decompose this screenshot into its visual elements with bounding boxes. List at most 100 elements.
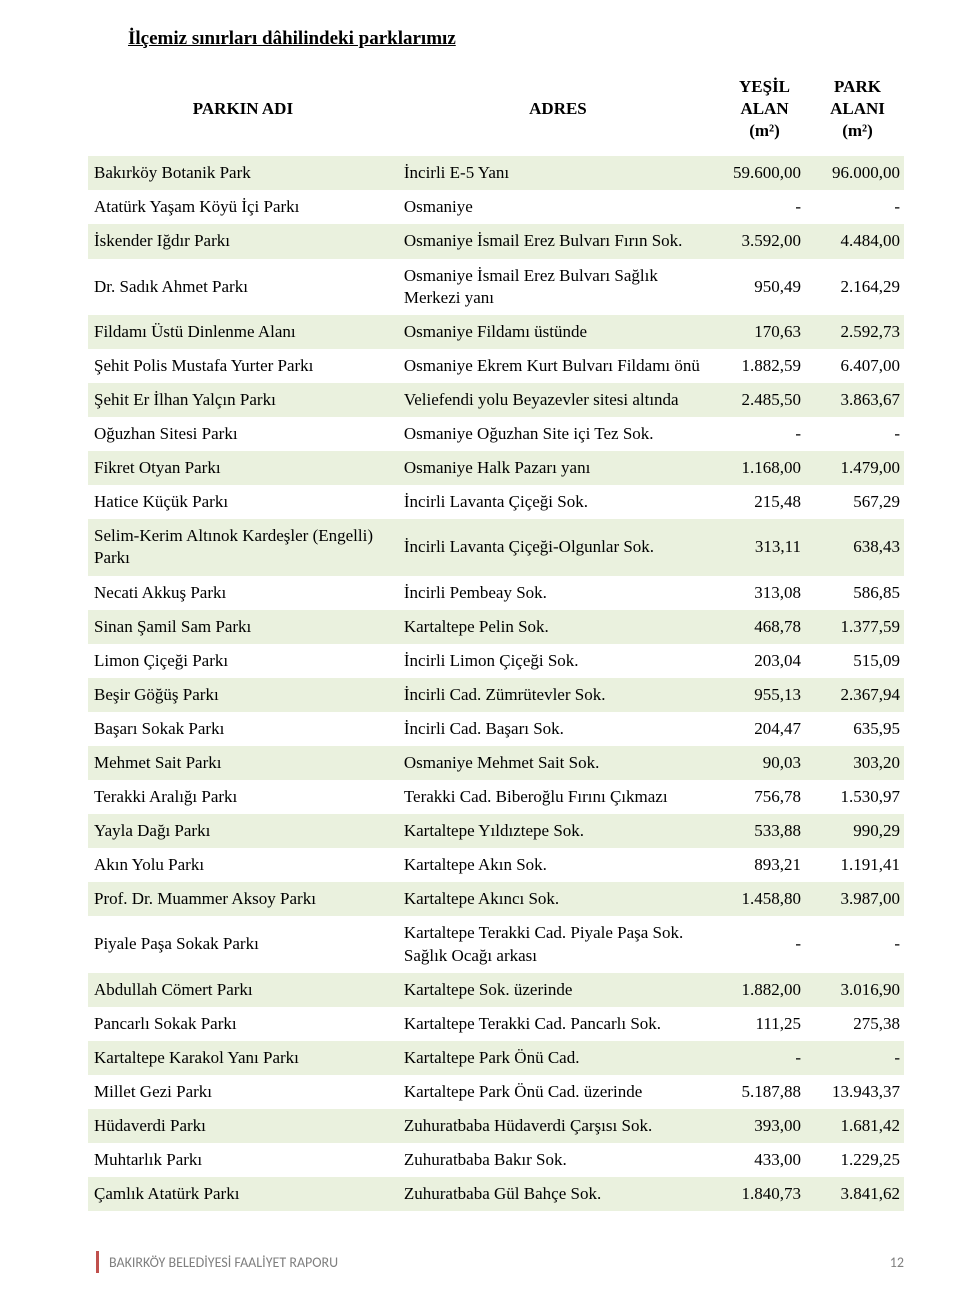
table-row: Prof. Dr. Muammer Aksoy ParkıKartaltepe …	[88, 882, 904, 916]
cell-park-name: Fildamı Üstü Dinlenme Alanı	[88, 315, 398, 349]
cell-address: Kartaltepe Terakki Cad. Piyale Paşa Sok.…	[398, 916, 718, 972]
cell-park-name: Atatürk Yaşam Köyü İçi Parkı	[88, 190, 398, 224]
cell-park-name: Pancarlı Sokak Parkı	[88, 1007, 398, 1041]
cell-green-area: 1.458,80	[718, 882, 811, 916]
cell-green-area: 59.600,00	[718, 156, 811, 190]
parks-table: PARKIN ADI ADRES YEŞİL ALAN (m²) PARK AL…	[88, 68, 904, 1211]
table-row: Pancarlı Sokak ParkıKartaltepe Terakki C…	[88, 1007, 904, 1041]
page-title: İlçemiz sınırları dâhilindeki parklarımı…	[128, 28, 904, 50]
table-row: Hatice Küçük Parkıİncirli Lavanta Çiçeği…	[88, 485, 904, 519]
cell-green-area: 533,88	[718, 814, 811, 848]
cell-park-area: 1.530,97	[811, 780, 904, 814]
cell-address: Kartaltepe Sok. üzerinde	[398, 973, 718, 1007]
cell-park-name: Akın Yolu Parkı	[88, 848, 398, 882]
table-row: Bakırköy Botanik Parkİncirli E-5 Yanı59.…	[88, 156, 904, 190]
table-row: Terakki Aralığı ParkıTerakki Cad. Bibero…	[88, 780, 904, 814]
cell-park-area: -	[811, 916, 904, 972]
cell-park-name: Sinan Şamil Sam Parkı	[88, 610, 398, 644]
cell-park-area: 1.479,00	[811, 451, 904, 485]
cell-green-area: 1.882,59	[718, 349, 811, 383]
cell-address: İncirli Cad. Zümrütevler Sok.	[398, 678, 718, 712]
table-row: Yayla Dağı ParkıKartaltepe Yıldıztepe So…	[88, 814, 904, 848]
cell-address: İncirli Cad. Başarı Sok.	[398, 712, 718, 746]
table-row: Beşir Göğüş Parkıİncirli Cad. Zümrütevle…	[88, 678, 904, 712]
table-header-row: PARKIN ADI ADRES YEŞİL ALAN (m²) PARK AL…	[88, 68, 904, 156]
table-row: Sinan Şamil Sam ParkıKartaltepe Pelin So…	[88, 610, 904, 644]
cell-park-area: 275,38	[811, 1007, 904, 1041]
cell-park-area: 3.016,90	[811, 973, 904, 1007]
col-name: PARKIN ADI	[88, 68, 398, 156]
cell-park-area: 567,29	[811, 485, 904, 519]
cell-park-area: 1.191,41	[811, 848, 904, 882]
table-row: Şehit Polis Mustafa Yurter ParkıOsmaniye…	[88, 349, 904, 383]
cell-park-area: 586,85	[811, 576, 904, 610]
cell-address: İncirli Lavanta Çiçeği-Olgunlar Sok.	[398, 519, 718, 575]
cell-green-area: 313,08	[718, 576, 811, 610]
table-row: Başarı Sokak Parkıİncirli Cad. Başarı So…	[88, 712, 904, 746]
cell-green-area: 111,25	[718, 1007, 811, 1041]
cell-park-name: Çamlık Atatürk Parkı	[88, 1177, 398, 1211]
cell-park-name: Oğuzhan Sitesi Parkı	[88, 417, 398, 451]
cell-green-area: 950,49	[718, 259, 811, 315]
footer-accent-bar	[96, 1251, 99, 1273]
cell-green-area: 204,47	[718, 712, 811, 746]
table-row: Millet Gezi ParkıKartaltepe Park Önü Cad…	[88, 1075, 904, 1109]
cell-park-name: Mehmet Sait Parkı	[88, 746, 398, 780]
table-row: Oğuzhan Sitesi ParkıOsmaniye Oğuzhan Sit…	[88, 417, 904, 451]
table-row: İskender Iğdır ParkıOsmaniye İsmail Erez…	[88, 224, 904, 258]
cell-park-area: 96.000,00	[811, 156, 904, 190]
cell-green-area: -	[718, 190, 811, 224]
cell-park-area: 4.484,00	[811, 224, 904, 258]
cell-park-area: 990,29	[811, 814, 904, 848]
cell-address: İncirli Pembeay Sok.	[398, 576, 718, 610]
table-row: Atatürk Yaşam Köyü İçi ParkıOsmaniye--	[88, 190, 904, 224]
cell-address: İncirli E-5 Yanı	[398, 156, 718, 190]
cell-park-name: Hüdaverdi Parkı	[88, 1109, 398, 1143]
cell-park-area: 638,43	[811, 519, 904, 575]
cell-address: Osmaniye İsmail Erez Bulvarı Fırın Sok.	[398, 224, 718, 258]
cell-green-area: 433,00	[718, 1143, 811, 1177]
cell-park-area: 635,95	[811, 712, 904, 746]
cell-address: Zuhuratbaba Hüdaverdi Çarşısı Sok.	[398, 1109, 718, 1143]
cell-address: Osmaniye Mehmet Sait Sok.	[398, 746, 718, 780]
cell-address: Zuhuratbaba Bakır Sok.	[398, 1143, 718, 1177]
cell-park-area: 1.681,42	[811, 1109, 904, 1143]
cell-green-area: 203,04	[718, 644, 811, 678]
table-row: Dr. Sadık Ahmet ParkıOsmaniye İsmail Ere…	[88, 259, 904, 315]
cell-address: Osmaniye Oğuzhan Site içi Tez Sok.	[398, 417, 718, 451]
cell-park-name: Millet Gezi Parkı	[88, 1075, 398, 1109]
footer-label: BAKIRKÖY BELEDİYESİ FAALİYET RAPORU	[109, 1254, 890, 1271]
cell-address: Kartaltepe Akıncı Sok.	[398, 882, 718, 916]
table-row: Hüdaverdi ParkıZuhuratbaba Hüdaverdi Çar…	[88, 1109, 904, 1143]
cell-green-area: 468,78	[718, 610, 811, 644]
table-row: Abdullah Cömert ParkıKartaltepe Sok. üze…	[88, 973, 904, 1007]
col-green: YEŞİL ALAN (m²)	[718, 68, 811, 156]
cell-park-area: 1.229,25	[811, 1143, 904, 1177]
table-row: Fildamı Üstü Dinlenme AlanıOsmaniye Fild…	[88, 315, 904, 349]
page-footer: BAKIRKÖY BELEDİYESİ FAALİYET RAPORU 12	[88, 1251, 904, 1273]
cell-green-area: 2.485,50	[718, 383, 811, 417]
cell-park-name: Abdullah Cömert Parkı	[88, 973, 398, 1007]
table-row: Kartaltepe Karakol Yanı ParkıKartaltepe …	[88, 1041, 904, 1075]
cell-address: Kartaltepe Terakki Cad. Pancarlı Sok.	[398, 1007, 718, 1041]
table-row: Şehit Er İlhan Yalçın ParkıVeliefendi yo…	[88, 383, 904, 417]
cell-green-area: 756,78	[718, 780, 811, 814]
cell-green-area: -	[718, 916, 811, 972]
cell-park-area: 6.407,00	[811, 349, 904, 383]
cell-park-area: 13.943,37	[811, 1075, 904, 1109]
cell-address: Kartaltepe Yıldıztepe Sok.	[398, 814, 718, 848]
cell-green-area: 893,21	[718, 848, 811, 882]
table-row: Limon Çiçeği Parkıİncirli Limon Çiçeği S…	[88, 644, 904, 678]
table-row: Çamlık Atatürk ParkıZuhuratbaba Gül Bahç…	[88, 1177, 904, 1211]
cell-address: Osmaniye İsmail Erez Bulvarı Sağlık Merk…	[398, 259, 718, 315]
cell-park-name: Fikret Otyan Parkı	[88, 451, 398, 485]
cell-green-area: 955,13	[718, 678, 811, 712]
table-row: Selim-Kerim Altınok Kardeşler (Engelli) …	[88, 519, 904, 575]
cell-address: Zuhuratbaba Gül Bahçe Sok.	[398, 1177, 718, 1211]
cell-address: Kartaltepe Park Önü Cad. üzerinde	[398, 1075, 718, 1109]
cell-park-area: 515,09	[811, 644, 904, 678]
table-row: Muhtarlık ParkıZuhuratbaba Bakır Sok.433…	[88, 1143, 904, 1177]
cell-park-name: Şehit Er İlhan Yalçın Parkı	[88, 383, 398, 417]
cell-park-area: -	[811, 1041, 904, 1075]
cell-park-area: 3.841,62	[811, 1177, 904, 1211]
